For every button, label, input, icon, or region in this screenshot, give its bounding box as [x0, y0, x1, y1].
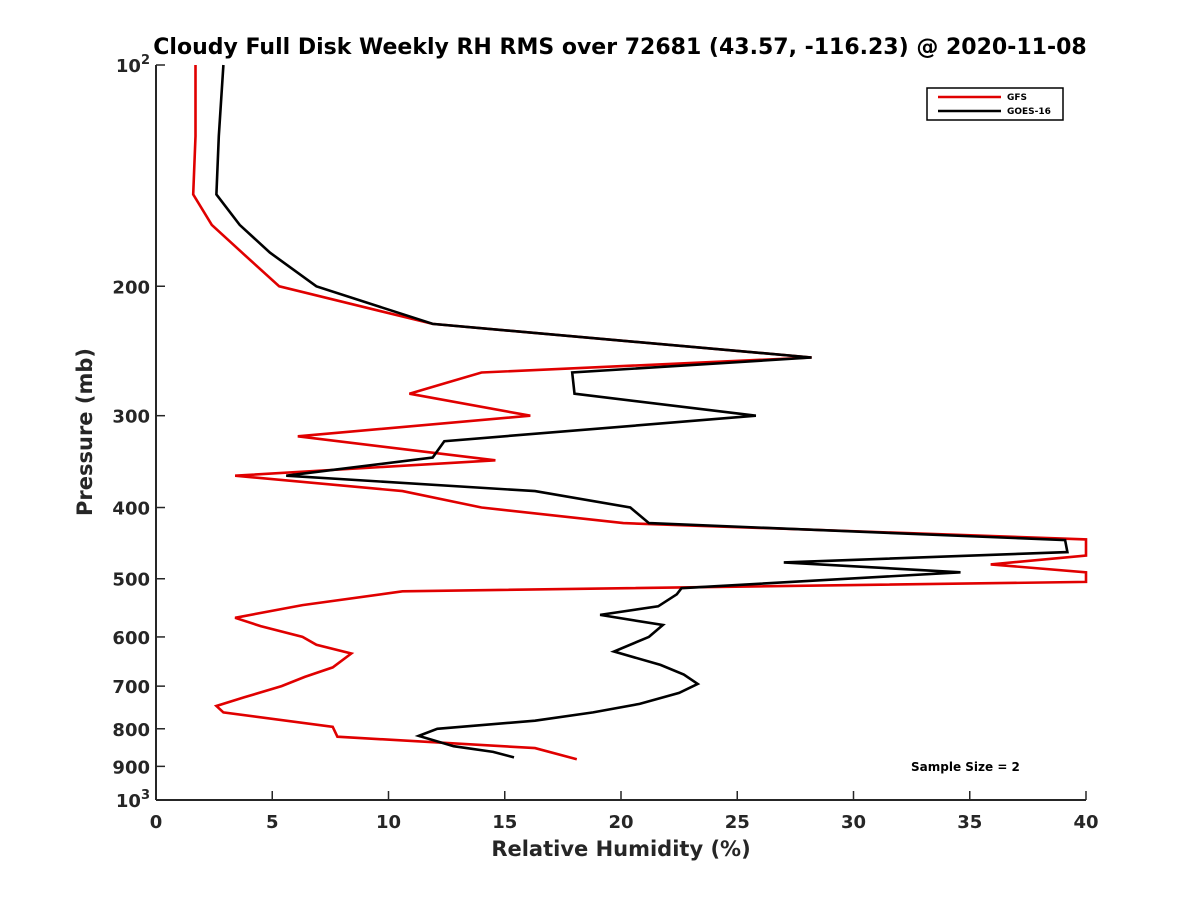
y-tick-label: 102 [116, 53, 150, 77]
y-tick-label: 900 [112, 757, 150, 778]
y-tick-label: 103 [116, 788, 150, 812]
x-tick-label: 35 [957, 812, 982, 833]
y-tick-label: 800 [112, 720, 150, 741]
x-tick-label: 0 [150, 812, 163, 833]
series-line-goes-16 [215, 64, 1069, 759]
x-tick-label: 10 [376, 812, 401, 833]
plot-lines [191, 64, 1088, 761]
x-tick-label: 20 [608, 812, 633, 833]
x-ticks: 0 5 10 15 20 25 30 35 40 [150, 791, 1099, 833]
legend: GFS GOES-16 [926, 87, 1064, 121]
y-tick-label: 700 [112, 677, 150, 698]
x-tick-label: 25 [725, 812, 750, 833]
y-tick-label: 400 [112, 499, 150, 520]
legend-box [926, 87, 1064, 121]
chart-title: Cloudy Full Disk Weekly RH RMS over 7268… [153, 35, 1086, 60]
axes [155, 65, 1086, 801]
x-tick-label: 30 [841, 812, 866, 833]
y-ticks: 102 200 300 400 500 600 700 800 900 103 [112, 53, 165, 812]
legend-label-goes-16: GOES-16 [1007, 107, 1051, 117]
y-tick-label: 600 [112, 628, 150, 649]
y-tick-label: 200 [112, 277, 150, 298]
x-tick-label: 40 [1073, 812, 1098, 833]
y-tick-label: 300 [112, 407, 150, 428]
y-axis-label: Pressure (mb) [73, 348, 97, 516]
series-line-gfs [191, 65, 1088, 761]
x-tick-label: 15 [492, 812, 517, 833]
x-axis-label: Relative Humidity (%) [491, 837, 750, 861]
legend-label-gfs: GFS [1007, 93, 1027, 103]
y-tick-label: 500 [112, 570, 150, 591]
x-tick-label: 5 [266, 812, 279, 833]
sample-size-annotation: Sample Size = 2 [911, 760, 1020, 774]
